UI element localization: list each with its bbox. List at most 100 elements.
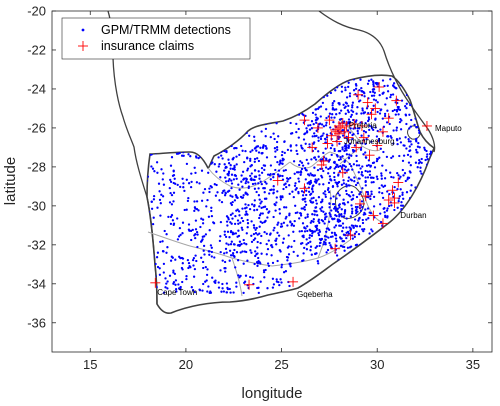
detection-point: [259, 202, 262, 205]
detection-point: [244, 181, 247, 185]
detection-point: [312, 218, 315, 221]
detection-point: [360, 86, 363, 90]
detection-point: [329, 244, 332, 247]
claim-point: [244, 279, 255, 290]
detection-point: [339, 164, 342, 168]
detection-point: [339, 156, 342, 159]
y-axis: -20 -22 -24 -26 -28 -30 -32 -34 -36: [27, 4, 492, 330]
detection-point: [378, 112, 382, 115]
detection-point: [231, 195, 234, 198]
detection-point: [169, 259, 173, 262]
detection-point: [376, 110, 379, 114]
detection-point: [336, 218, 339, 221]
detection-point: [151, 167, 155, 170]
detection-point: [271, 261, 275, 265]
detection-point: [303, 167, 307, 170]
detection-point: [152, 216, 155, 219]
detection-point: [408, 113, 411, 116]
detection-point: [334, 209, 338, 212]
detection-point: [378, 156, 381, 159]
detection-point: [256, 157, 259, 160]
detection-point: [305, 127, 308, 130]
detection-point: [224, 166, 227, 170]
detection-point: [340, 215, 344, 218]
detection-point: [291, 190, 294, 193]
detection-point: [321, 101, 325, 105]
detection-point: [429, 150, 433, 153]
detection-point: [227, 179, 230, 183]
detection-point: [326, 248, 330, 252]
claim-point: [362, 97, 373, 108]
detection-point: [331, 144, 334, 147]
detection-point: [351, 106, 354, 109]
detection-point: [323, 213, 327, 216]
detection-point: [334, 207, 338, 211]
detection-point: [282, 271, 286, 274]
detection-point: [150, 207, 154, 210]
detection-point: [218, 162, 221, 166]
detection-point: [260, 234, 263, 238]
claim-point: [368, 210, 379, 221]
detection-point: [272, 215, 275, 219]
detection-point: [405, 102, 408, 105]
detection-point: [267, 264, 271, 268]
detection-point: [327, 190, 331, 194]
detection-point: [303, 149, 306, 152]
detection-point: [309, 179, 312, 183]
detection-point: [344, 105, 347, 108]
legend-box: [61, 17, 251, 60]
detection-point: [356, 181, 359, 185]
city-label: Johannesburg: [344, 137, 395, 146]
detection-point: [275, 237, 278, 240]
detection-point: [349, 245, 353, 248]
detection-point: [160, 168, 163, 171]
detection-point: [356, 141, 359, 144]
detection-point: [420, 172, 423, 175]
detection-point: [170, 214, 174, 217]
detection-point: [232, 232, 236, 235]
detection-point: [172, 200, 175, 203]
detection-point: [219, 250, 222, 254]
detection-point: [185, 277, 188, 281]
detection-point: [233, 243, 236, 246]
detection-point: [255, 208, 259, 211]
detection-point: [371, 230, 374, 233]
detection-point: [318, 229, 321, 232]
detection-point: [423, 148, 427, 151]
detection-point: [165, 251, 168, 254]
detection-point: [240, 216, 243, 220]
detection-point: [349, 178, 352, 181]
detection-point: [292, 160, 296, 163]
detection-point: [280, 263, 284, 266]
detection-point: [333, 233, 337, 236]
detection-point: [269, 164, 273, 167]
detection-point: [354, 87, 358, 90]
detection-point: [361, 228, 364, 231]
detection-point: [325, 215, 328, 218]
detection-point: [305, 243, 308, 246]
detection-point: [242, 238, 245, 242]
detection-point: [237, 183, 240, 186]
detection-point: [289, 149, 293, 152]
claim-point: [330, 124, 341, 135]
detection-point: [364, 142, 367, 146]
detection-point: [190, 180, 193, 184]
detection-point: [323, 240, 326, 244]
detection-point: [405, 122, 408, 126]
detection-point: [312, 196, 315, 200]
detection-point: [404, 179, 407, 183]
detection-point: [377, 139, 380, 143]
detection-point: [166, 280, 169, 283]
detection-point: [208, 187, 211, 190]
detection-point: [210, 209, 213, 213]
detection-point: [372, 94, 376, 97]
detection-point: [171, 219, 175, 222]
detection-point: [300, 167, 304, 171]
detection-point: [309, 123, 312, 127]
detection-point: [239, 243, 242, 247]
detection-point: [377, 137, 381, 141]
detection-point: [328, 158, 331, 161]
detection-point: [408, 170, 411, 173]
claim-point: [337, 167, 348, 178]
